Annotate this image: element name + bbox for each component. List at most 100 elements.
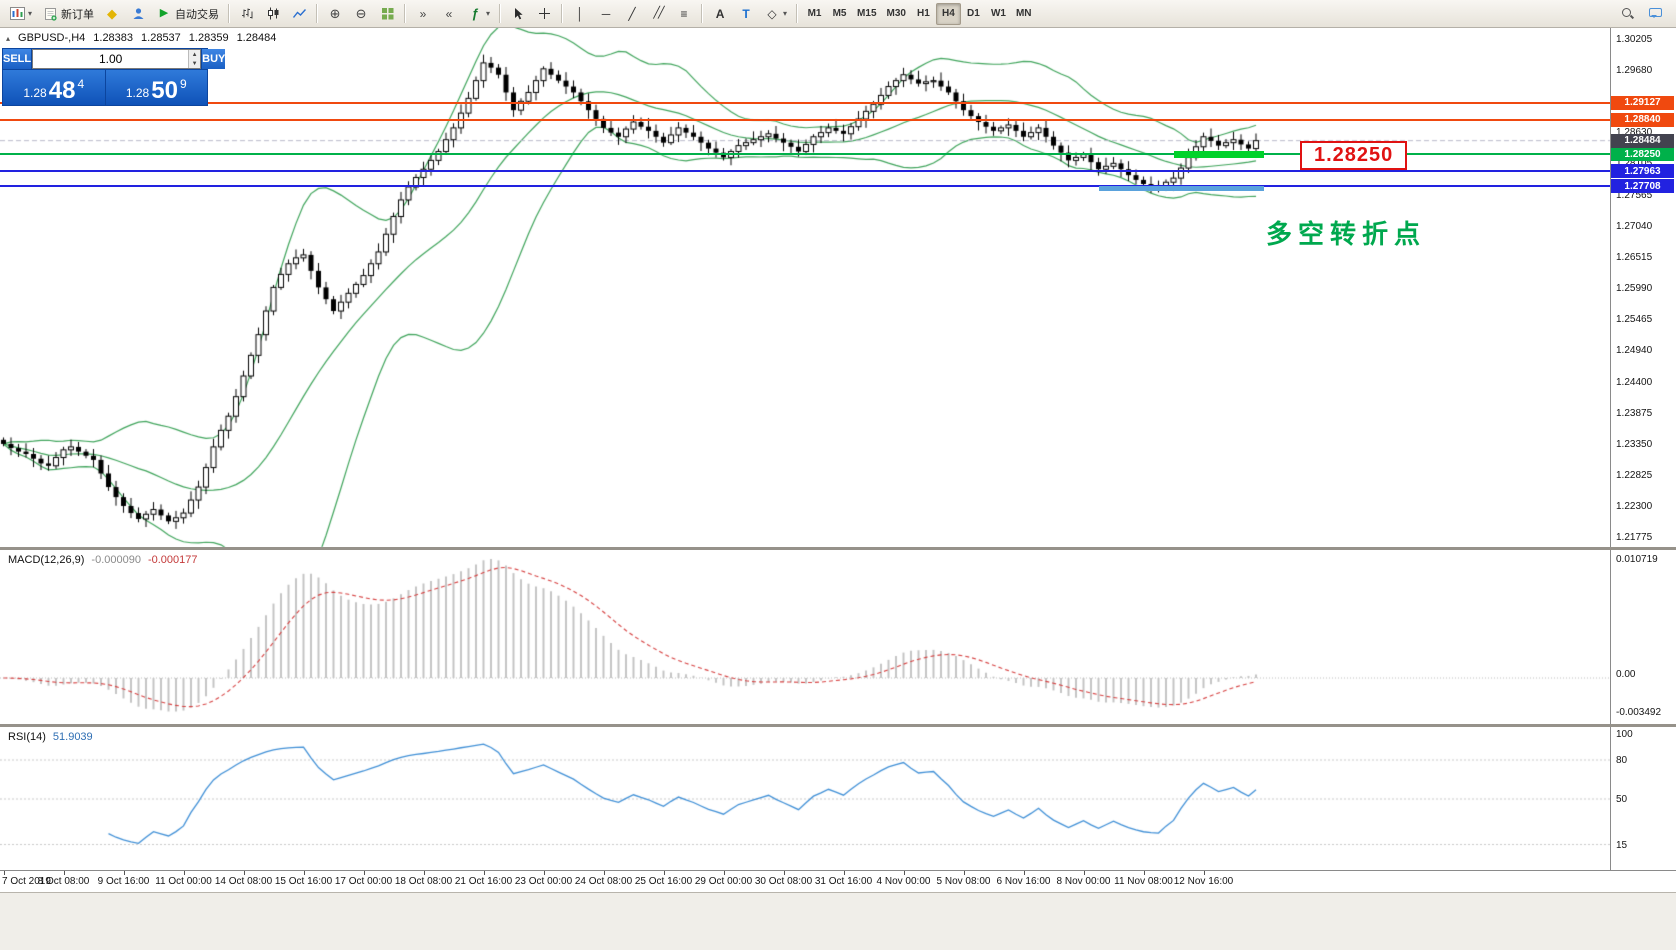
fibonacci-button[interactable]: ≡ bbox=[671, 3, 697, 25]
rsi-value: 51.9039 bbox=[52, 731, 93, 743]
timeframe-m5-button[interactable]: M5 bbox=[832, 8, 847, 19]
timeframe-mn-button[interactable]: MN bbox=[1015, 8, 1032, 19]
time-tick bbox=[3, 871, 5, 875]
tile-windows-button[interactable] bbox=[374, 3, 400, 25]
equidistant-channel-button[interactable]: ╱╱ bbox=[645, 3, 671, 25]
volume-input[interactable] bbox=[33, 50, 189, 68]
time-axis-label: 24 Oct 08:00 bbox=[574, 876, 633, 887]
buy-price-display[interactable]: 1.28 50 9 bbox=[105, 70, 207, 105]
hline-1.28250[interactable] bbox=[0, 153, 1610, 156]
autotrading-button[interactable]: ▶ 自动交易 bbox=[151, 3, 224, 25]
zoom-out-button[interactable]: ⊖ bbox=[348, 3, 374, 25]
sell-price-big: 48 bbox=[48, 77, 76, 104]
new-chart-button[interactable]: ▾ bbox=[4, 3, 37, 25]
chevron-down-icon: ▾ bbox=[28, 9, 33, 18]
chart-canvas[interactable] bbox=[0, 28, 1676, 950]
cross-icon bbox=[536, 6, 552, 21]
sell-button[interactable]: SELL bbox=[3, 49, 32, 69]
text-button[interactable]: A bbox=[707, 3, 733, 25]
textA-icon: A bbox=[715, 6, 725, 21]
price-axis-label: 1.28105 bbox=[1616, 158, 1652, 169]
price-axis-label: 1.30205 bbox=[1616, 33, 1653, 45]
symbol-label: GBPUSD-,H4 bbox=[18, 32, 86, 44]
time-axis[interactable]: 7 Oct 2019 8 Oct 08:00 9 Oct 16:00 11 Oct 0… bbox=[0, 870, 1676, 892]
indicators-button[interactable]: ƒ ▾ bbox=[462, 3, 495, 25]
volume-down-button[interactable]: ▼ bbox=[189, 59, 201, 68]
price-tag-1.28840: 1.28840 bbox=[1611, 112, 1674, 127]
hline-1.27708[interactable] bbox=[0, 185, 1610, 188]
time-tick bbox=[123, 871, 125, 875]
crosshair-button[interactable] bbox=[531, 3, 557, 25]
timeframe-d1-button[interactable]: D1 bbox=[967, 8, 980, 19]
price-axis-separator bbox=[1610, 28, 1611, 892]
hline-1.28840[interactable] bbox=[0, 118, 1610, 121]
linechart-icon bbox=[291, 6, 307, 21]
price-axis-label: 1.21775 bbox=[1616, 531, 1653, 543]
line-chart-button[interactable] bbox=[286, 3, 312, 25]
timeframe-m15-button[interactable]: M15 bbox=[857, 8, 877, 19]
hline-1.29127[interactable] bbox=[0, 101, 1610, 104]
search-button[interactable] bbox=[1614, 3, 1640, 25]
timeframe-h4-button[interactable]: H4 bbox=[935, 2, 961, 25]
sell-price-display[interactable]: 1.28 48 4 bbox=[3, 70, 105, 105]
auto-scroll-button[interactable]: » bbox=[410, 3, 436, 25]
virtual-hosting-button[interactable] bbox=[125, 3, 151, 25]
play-icon: ▶ bbox=[159, 7, 169, 19]
support-highlight-green[interactable] bbox=[1173, 150, 1264, 158]
buy-button[interactable]: BUY bbox=[202, 49, 226, 69]
price-axis-label: 1.25465 bbox=[1616, 314, 1653, 325]
trendline-button[interactable]: ╱ bbox=[619, 3, 645, 25]
macd-axis-label: 0.00 bbox=[1616, 669, 1636, 680]
price-axis-label: 1.22825 bbox=[1616, 469, 1653, 481]
time-tick bbox=[663, 871, 665, 875]
chart-workspace: ▴ GBPUSD-,H4 1.28383 1.28537 1.28359 1.2… bbox=[0, 28, 1676, 950]
time-tick bbox=[1023, 871, 1025, 875]
time-axis-label: 12 Nov 16:00 bbox=[1173, 876, 1234, 887]
toolbar-separator bbox=[404, 4, 407, 23]
price-axis-label: 1.28630 bbox=[1616, 127, 1653, 139]
chart-shift-button[interactable]: « bbox=[436, 3, 462, 25]
timeframe-m1-button[interactable]: M1 bbox=[807, 8, 822, 19]
hline-1.27963[interactable] bbox=[0, 170, 1610, 173]
text-label-button[interactable]: T bbox=[733, 3, 759, 25]
candlestick-chart-button[interactable] bbox=[260, 3, 286, 25]
zoom-in-button[interactable]: ⊕ bbox=[322, 3, 348, 25]
timeframe-m30-button[interactable]: M30 bbox=[886, 8, 906, 19]
person-icon bbox=[130, 6, 146, 21]
cursor-icon bbox=[510, 6, 526, 21]
time-tick bbox=[603, 871, 605, 875]
time-tick bbox=[783, 871, 785, 875]
price-callout-box[interactable]: 1.28250 bbox=[1300, 141, 1408, 170]
panel-splitter[interactable] bbox=[0, 724, 1676, 727]
support-highlight-blue[interactable] bbox=[1098, 185, 1264, 191]
timeframe-w1-button[interactable]: W1 bbox=[990, 8, 1006, 19]
chat-button[interactable] bbox=[1642, 3, 1668, 25]
buy-price-sup: 9 bbox=[179, 77, 187, 91]
volume-up-button[interactable]: ▲ bbox=[189, 50, 201, 59]
panel-splitter[interactable] bbox=[0, 547, 1676, 550]
turning-point-annotation[interactable]: 多空转折点 bbox=[1266, 219, 1427, 249]
time-axis-label: 29 Oct 00:00 bbox=[694, 876, 753, 887]
collapse-ohlc-icon[interactable]: ▴ bbox=[6, 33, 11, 43]
volume-stepper: ▲ ▼ bbox=[188, 50, 201, 68]
vertical-line-button[interactable]: │ bbox=[567, 3, 593, 25]
time-tick bbox=[723, 871, 725, 875]
toolbar-separator bbox=[701, 4, 704, 23]
chat-icon bbox=[1647, 6, 1663, 21]
horizontal-line-button[interactable]: ─ bbox=[593, 3, 619, 25]
time-tick bbox=[1203, 871, 1205, 875]
time-axis-label: 17 Oct 00:00 bbox=[334, 876, 393, 887]
time-axis-label: 8 Nov 00:00 bbox=[1056, 876, 1111, 887]
cursor-button[interactable] bbox=[505, 3, 531, 25]
bars-icon bbox=[239, 6, 255, 21]
buy-price-big: 50 bbox=[151, 77, 178, 104]
timeframe-h1-button[interactable]: H1 bbox=[917, 8, 930, 19]
time-axis-label: 30 Oct 08:00 bbox=[754, 876, 813, 887]
arrows-button[interactable]: ◇ ▾ bbox=[759, 3, 792, 25]
bar-chart-button[interactable] bbox=[234, 3, 260, 25]
low-value: 1.28359 bbox=[188, 32, 229, 44]
new-order-button[interactable]: 新订单 bbox=[37, 3, 99, 25]
new-order-button-label: 新订单 bbox=[61, 8, 95, 21]
mql5-community-button[interactable]: ◆ bbox=[99, 3, 125, 25]
